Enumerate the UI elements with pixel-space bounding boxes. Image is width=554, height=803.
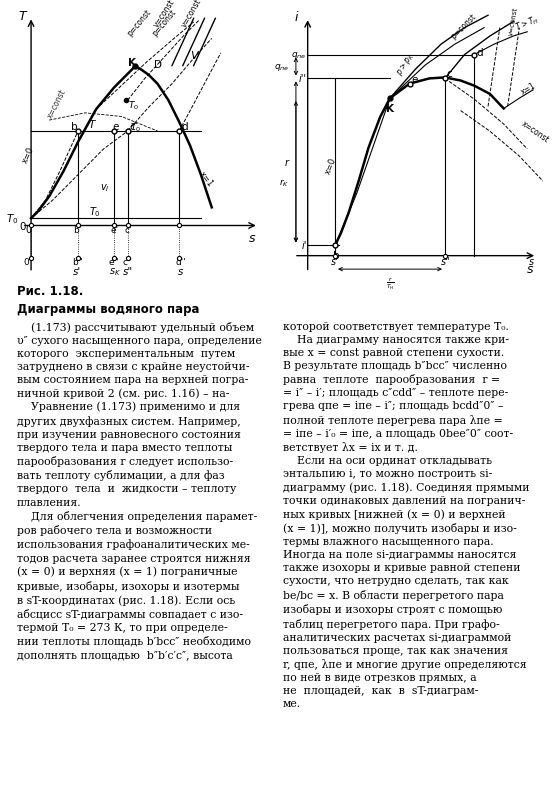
Text: V: V <box>190 51 198 61</box>
Text: D: D <box>154 60 162 71</box>
Text: d: d <box>181 122 188 132</box>
Text: p=const: p=const <box>150 7 178 38</box>
Text: i'': i'' <box>299 75 307 84</box>
Text: $r_K$: $r_K$ <box>279 177 289 189</box>
Text: c: c <box>130 122 135 132</box>
Text: $q_{пе}$: $q_{пе}$ <box>291 50 307 61</box>
Text: K: K <box>128 58 136 67</box>
Text: e: e <box>412 75 418 84</box>
Text: b: b <box>71 122 78 132</box>
Text: K: K <box>386 104 394 113</box>
Text: 0: 0 <box>25 225 32 234</box>
Text: $T_0$: $T_0$ <box>6 212 18 226</box>
Text: e'': e'' <box>109 257 119 267</box>
Text: s: s <box>249 231 255 245</box>
Text: r: r <box>285 157 289 168</box>
Text: x=1: x=1 <box>520 81 537 97</box>
Text: x=const: x=const <box>520 119 551 145</box>
Text: i': i' <box>301 241 307 251</box>
Text: s: s <box>529 257 534 267</box>
Text: v=const: v=const <box>179 0 203 29</box>
Text: Диаграммы водяного пара: Диаграммы водяного пара <box>17 303 199 316</box>
Text: s: s <box>527 263 533 275</box>
Text: x=1: x=1 <box>197 169 215 188</box>
Text: b: b <box>333 251 340 260</box>
Text: $T_0$: $T_0$ <box>89 206 101 219</box>
Text: d'': d'' <box>176 257 186 267</box>
Text: $\frac{r}{T_H}$: $\frac{r}{T_H}$ <box>386 275 394 291</box>
Text: c'': c'' <box>122 257 132 267</box>
Text: $T_0$: $T_0$ <box>128 100 139 112</box>
Text: (1.173) рассчитывают удельный объем
υ″ сухого насыщенного пара, определение
кото: (1.173) рассчитывают удельный объем υ″ с… <box>17 321 261 659</box>
Text: c': c' <box>124 226 132 234</box>
Text: b': b' <box>74 226 82 234</box>
Text: $T > T_H$: $T > T_H$ <box>514 14 541 35</box>
Text: x=0: x=0 <box>20 145 35 165</box>
Text: x=const: x=const <box>45 87 68 120</box>
Text: $T_0$: $T_0$ <box>130 121 141 133</box>
Text: Рис. 1.18.: Рис. 1.18. <box>17 285 83 298</box>
Text: s: s <box>177 267 183 276</box>
Text: i: i <box>294 11 297 24</box>
Text: v=const: v=const <box>507 6 519 36</box>
Text: 0: 0 <box>19 222 25 232</box>
Text: $s_K$: $s_K$ <box>109 267 121 278</box>
Text: x=0: x=0 <box>324 156 338 176</box>
Text: $q_{пе}$: $q_{пе}$ <box>274 62 289 73</box>
Text: T: T <box>89 120 95 130</box>
Text: p=const: p=const <box>449 12 478 41</box>
Text: e': e' <box>111 226 119 234</box>
Text: 0'': 0'' <box>24 257 34 267</box>
Text: $v_I$: $v_I$ <box>100 182 109 194</box>
Text: s": s" <box>441 257 450 267</box>
Text: c: c <box>447 69 453 79</box>
Text: p=const: p=const <box>125 7 152 38</box>
Text: которой соответствует температуре T₀.
    На диаграмму наносятся также кри-
вые : которой соответствует температуре T₀. На… <box>283 321 529 708</box>
Text: T: T <box>18 10 26 23</box>
Text: v=const: v=const <box>152 0 177 29</box>
Text: s": s" <box>123 267 134 276</box>
Text: s': s' <box>331 257 339 267</box>
Text: $p > p_K$: $p > p_K$ <box>394 51 417 78</box>
Text: b'': b'' <box>73 257 83 267</box>
Text: e: e <box>112 122 119 132</box>
Text: s': s' <box>73 267 81 276</box>
Text: d: d <box>476 47 483 58</box>
